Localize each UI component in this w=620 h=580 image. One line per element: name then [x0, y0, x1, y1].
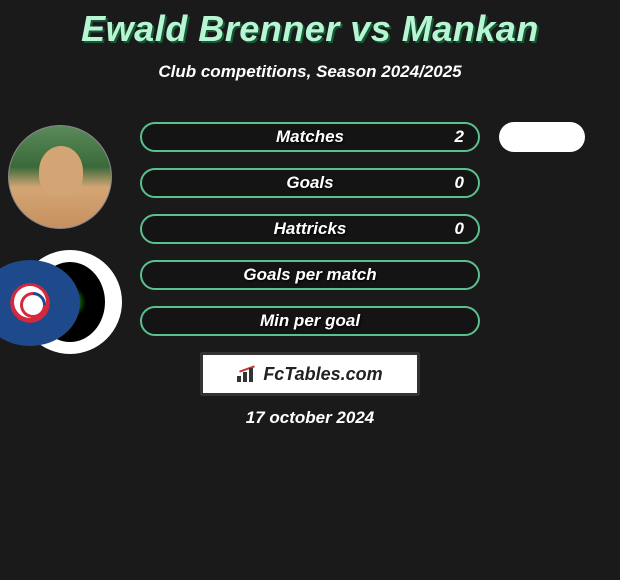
- stat-value: 2: [455, 127, 464, 147]
- stat-row: Goals 0: [140, 168, 480, 198]
- branding-text: FcTables.com: [263, 364, 382, 385]
- stat-label: Goals per match: [243, 265, 376, 285]
- player2-avatar: [499, 122, 585, 152]
- subtitle: Club competitions, Season 2024/2025: [0, 62, 620, 82]
- stat-value: 0: [455, 219, 464, 239]
- stat-row: Matches 2: [140, 122, 480, 152]
- stat-row: Min per goal: [140, 306, 480, 336]
- player1-avatar: [8, 125, 112, 229]
- date-label: 17 october 2024: [0, 408, 620, 428]
- stat-row: Goals per match: [140, 260, 480, 290]
- chart-icon: [237, 366, 257, 382]
- stats-table: Matches 2 Goals 0 Hattricks 0 Goals per …: [140, 122, 480, 352]
- stat-label: Hattricks: [274, 219, 347, 239]
- page-title: Ewald Brenner vs Mankan: [0, 0, 620, 50]
- stat-row: Hattricks 0: [140, 214, 480, 244]
- branding-badge: FcTables.com: [200, 352, 420, 396]
- stat-label: Goals: [286, 173, 333, 193]
- stat-label: Matches: [276, 127, 344, 147]
- stat-label: Min per goal: [260, 311, 360, 331]
- stat-value: 0: [455, 173, 464, 193]
